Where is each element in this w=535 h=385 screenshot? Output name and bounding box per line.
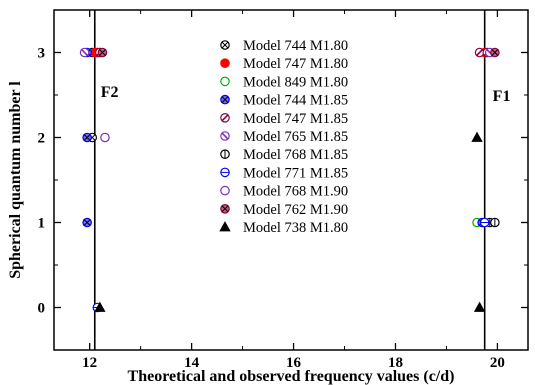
legend-marker-5 xyxy=(220,131,230,141)
legend-marker-8 xyxy=(220,185,230,196)
y-tick-label: 0 xyxy=(38,301,46,317)
annotation-f1: F1 xyxy=(493,88,511,105)
x-tick-label: 16 xyxy=(286,355,302,371)
legend-entry-label: Model 765 M1.85 xyxy=(243,129,348,145)
data-points xyxy=(79,47,500,313)
legend-entry-label: Model 768 M1.85 xyxy=(243,147,348,163)
x-tick-label: 14 xyxy=(184,355,200,371)
x-tick-label: 12 xyxy=(82,355,97,371)
legend-marker-3 xyxy=(220,94,230,105)
y-axis-title: Spherical quantum number l xyxy=(7,81,24,279)
reference-lines: F2 F1 xyxy=(93,10,511,350)
legend-marker-7 xyxy=(220,167,230,178)
data-point-series-10-2 xyxy=(473,301,486,312)
data-point-series-9-1 xyxy=(490,47,500,58)
data-point-series-7-1 xyxy=(479,217,490,228)
data-point-series-6-1 xyxy=(490,217,500,228)
legend: Model 744 M1.80 Model 747 M1.80 Model 849 … xyxy=(219,38,348,236)
y-tick-label: 1 xyxy=(38,216,46,232)
legend-entry-label: Model 768 M1.90 xyxy=(243,184,348,200)
legend-marker-4 xyxy=(220,113,230,123)
y-tick-label: 3 xyxy=(38,46,46,62)
data-point-series-8-0 xyxy=(100,132,110,143)
legend-marker-2 xyxy=(220,76,230,87)
data-point-series-3-2 xyxy=(82,217,92,228)
legend-marker-1 xyxy=(220,58,230,68)
legend-entry-label: Model 744 M1.80 xyxy=(243,38,348,54)
legend-entry-label: Model 762 M1.90 xyxy=(243,202,348,218)
data-point-series-5-0 xyxy=(79,47,90,58)
legend-entry-label: Model 747 M1.80 xyxy=(243,56,348,72)
data-point-series-10-0 xyxy=(94,301,106,312)
legend-marker-0 xyxy=(220,40,230,50)
legend-marker-10 xyxy=(219,221,231,232)
annotation-f2: F2 xyxy=(101,84,119,101)
data-point-series-10-1 xyxy=(471,131,483,142)
legend-entry-label: Model 849 M1.80 xyxy=(243,74,348,90)
legend-entry-label: Model 738 M1.80 xyxy=(243,220,348,236)
x-tick-label: 20 xyxy=(490,355,505,371)
y-tick-label: 2 xyxy=(38,131,46,147)
data-point-series-9-0 xyxy=(97,47,108,58)
x-tick-label: 18 xyxy=(388,355,403,371)
x-axis-title: Theoretical and observed frequency value… xyxy=(128,368,455,385)
legend-marker-9 xyxy=(220,204,230,214)
legend-entry-label: Model 771 M1.85 xyxy=(243,165,348,181)
legend-entry-label: Model 744 M1.85 xyxy=(243,93,348,109)
legend-entry-label: Model 747 M1.85 xyxy=(243,111,348,127)
legend-marker-6 xyxy=(220,149,230,159)
data-point-series-3-1 xyxy=(82,132,92,143)
